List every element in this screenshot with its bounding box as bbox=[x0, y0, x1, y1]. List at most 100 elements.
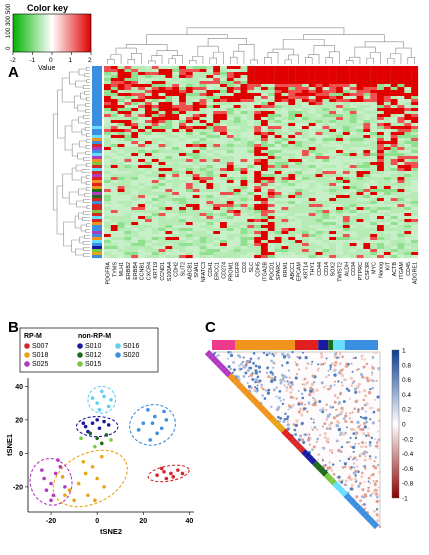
heatmap-cell bbox=[110, 207, 118, 211]
heatmap-cell bbox=[179, 90, 187, 94]
gene-labels: PDGFRA TYMS MLH1 ERBB2 ERBB4 CCNB1 CXCR4 KRT19 C… bbox=[105, 261, 418, 284]
heatmap-cell bbox=[342, 123, 350, 127]
color-scale-tick: -0.2 bbox=[402, 436, 414, 443]
heatmap-cell bbox=[151, 99, 159, 103]
color-scale-tick: -1 bbox=[402, 496, 408, 503]
heatmap-cell bbox=[192, 213, 200, 217]
heatmap-cell bbox=[220, 141, 227, 145]
heatmap-cell bbox=[206, 198, 214, 202]
heatmap-cell bbox=[117, 147, 125, 151]
sample-color-cell bbox=[92, 150, 102, 154]
heatmap-cell bbox=[213, 162, 221, 166]
heatmap-cell bbox=[295, 192, 303, 196]
heatmap-cell bbox=[220, 171, 227, 175]
heatmap-cell bbox=[342, 192, 350, 196]
heatmap-cell bbox=[206, 168, 214, 172]
correlation-dot bbox=[233, 368, 236, 372]
gene-label: ITGA2B bbox=[262, 262, 268, 282]
correlation-dot bbox=[344, 479, 348, 483]
heatmap-cell bbox=[288, 84, 296, 88]
heatmap-cell bbox=[377, 105, 384, 109]
heatmap-cell bbox=[185, 84, 193, 88]
heatmap-cell bbox=[213, 159, 221, 163]
heatmap-cell bbox=[322, 246, 330, 250]
correlation-dot bbox=[357, 367, 360, 370]
heatmap-cell bbox=[185, 69, 193, 73]
heatmap-cell bbox=[226, 180, 234, 184]
sample-color-cell bbox=[92, 156, 102, 160]
correlation-dot bbox=[296, 355, 299, 359]
heatmap-cell bbox=[267, 231, 275, 235]
heatmap-cell bbox=[158, 75, 166, 79]
heatmap-cell bbox=[151, 114, 159, 118]
heatmap-cell bbox=[247, 234, 255, 238]
heatmap-cell bbox=[267, 225, 275, 229]
scatter-point bbox=[146, 408, 150, 412]
heatmap-cell bbox=[144, 84, 152, 88]
heatmap-cell bbox=[110, 75, 118, 79]
heatmap-cell bbox=[138, 252, 146, 256]
heatmap-cell bbox=[349, 159, 357, 163]
heatmap-cell bbox=[247, 165, 255, 169]
heatmap-cell bbox=[329, 237, 337, 241]
heatmap-cell bbox=[213, 237, 221, 241]
scatter-point bbox=[164, 476, 169, 481]
heatmap-cell bbox=[226, 144, 234, 148]
heatmap-cell bbox=[185, 159, 193, 163]
heatmap-cell bbox=[254, 243, 262, 247]
heatmap-cell bbox=[131, 165, 139, 169]
heatmap-cell bbox=[179, 141, 187, 145]
heatmap-cell bbox=[288, 72, 296, 76]
heatmap-cell bbox=[158, 168, 166, 172]
correlation-dot bbox=[323, 436, 327, 440]
heatmap-cell bbox=[226, 147, 234, 151]
heatmap-cell bbox=[356, 204, 364, 208]
heatmap-cell bbox=[308, 99, 316, 103]
heatmap-cell bbox=[377, 153, 384, 157]
correlation-dot bbox=[293, 428, 297, 432]
correlation-dot bbox=[367, 431, 370, 435]
diagonal-cluster-segment bbox=[343, 492, 351, 500]
heatmap-cell bbox=[356, 162, 364, 166]
heatmap-cell bbox=[370, 153, 378, 157]
heatmap-cell bbox=[370, 216, 378, 220]
correlation-dot bbox=[337, 479, 341, 483]
correlation-dot bbox=[272, 388, 276, 392]
heatmap-cell bbox=[370, 75, 378, 79]
heatmap-cell bbox=[247, 84, 255, 88]
heatmap-cell bbox=[383, 225, 391, 229]
heatmap-cell bbox=[342, 147, 350, 151]
dendrogram-branch bbox=[346, 60, 354, 64]
heatmap-cell bbox=[267, 222, 275, 226]
heatmap-cell bbox=[138, 120, 146, 124]
heatmap-cell bbox=[179, 180, 187, 184]
heatmap-cell bbox=[295, 72, 303, 76]
heatmap-cell bbox=[213, 69, 221, 73]
scatter-point bbox=[102, 419, 106, 424]
heatmap-cell bbox=[404, 225, 412, 229]
heatmap-cell bbox=[104, 165, 111, 169]
heatmap-cell bbox=[165, 153, 173, 157]
color-scale-tick: 0.4 bbox=[402, 392, 411, 399]
heatmap-cell bbox=[206, 123, 214, 127]
heatmap-cell bbox=[370, 72, 378, 76]
heatmap-cell bbox=[199, 114, 207, 118]
heatmap-cell bbox=[117, 243, 125, 247]
heatmap-cell bbox=[138, 222, 146, 226]
correlation-dot bbox=[248, 375, 251, 378]
heatmap-cell bbox=[363, 156, 371, 160]
gene-label: CCNB1 bbox=[140, 262, 146, 280]
heatmap-cell bbox=[104, 99, 111, 103]
heatmap-cell bbox=[390, 195, 398, 199]
heatmap-cell bbox=[274, 114, 282, 118]
heatmap-cell bbox=[261, 117, 268, 121]
heatmap-cell bbox=[104, 75, 111, 79]
heatmap-cell bbox=[390, 96, 398, 100]
correlation-dot bbox=[312, 445, 316, 449]
heatmap-cell bbox=[233, 69, 241, 73]
heatmap-cell bbox=[199, 135, 207, 139]
heatmap-cell bbox=[226, 192, 234, 196]
heatmap-cell bbox=[192, 165, 200, 169]
heatmap-cell bbox=[192, 183, 200, 187]
heatmap-cell bbox=[308, 102, 316, 106]
